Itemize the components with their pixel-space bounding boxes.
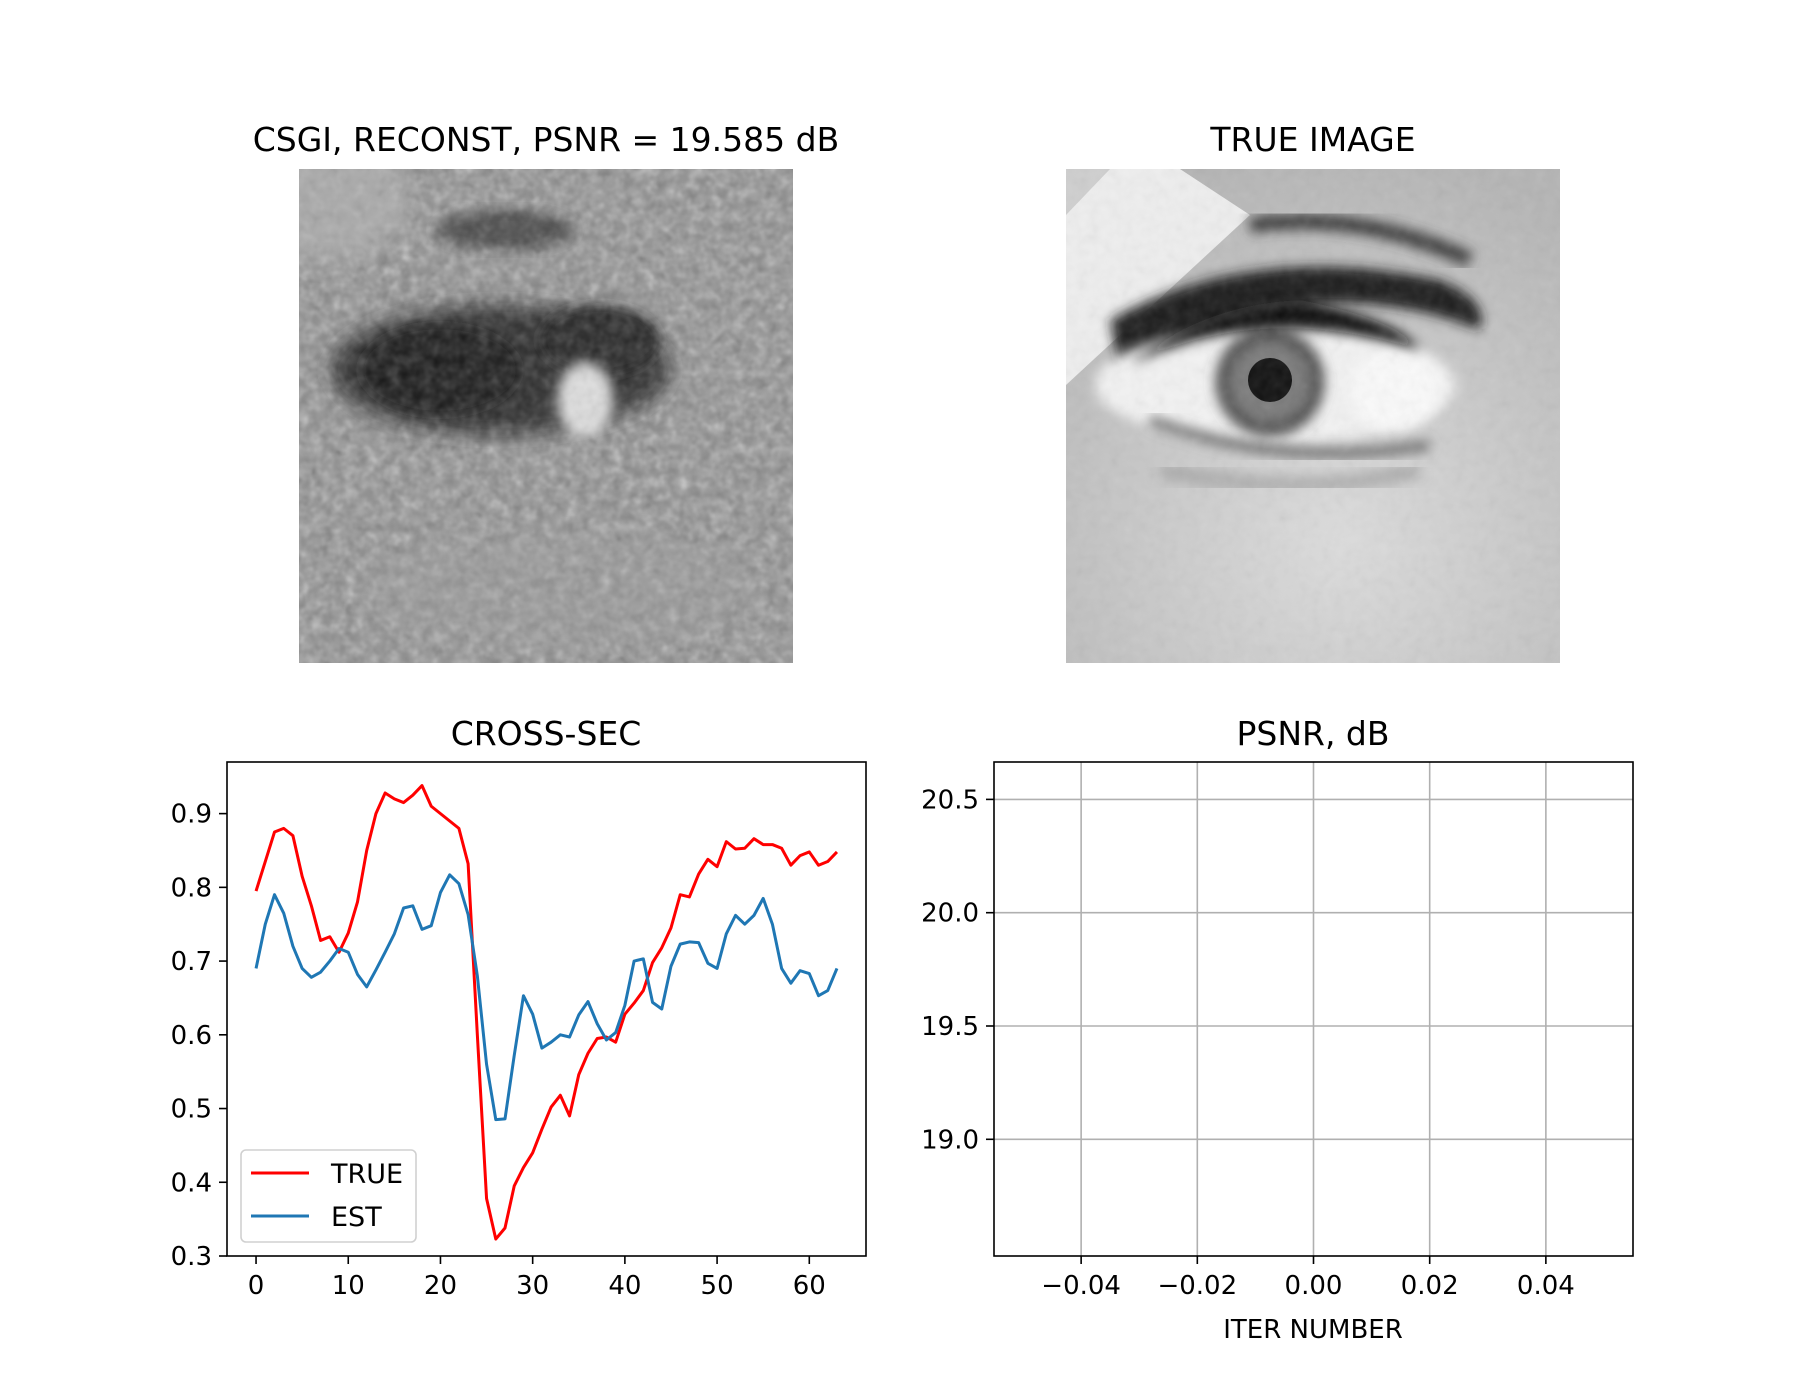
recon-panel-title: CSGI, RECONST, PSNR = 19.585 dB: [253, 120, 839, 159]
x-tick-label: 40: [608, 1271, 641, 1301]
x-tick-label: −0.04: [1041, 1271, 1121, 1301]
y-tick-label: 0.8: [171, 873, 212, 903]
y-tick-label: 19.5: [921, 1012, 979, 1042]
y-tick-label: 0.5: [171, 1095, 212, 1125]
cross-section-legend: TRUE EST: [240, 1149, 417, 1243]
y-tick-label: 0.7: [171, 947, 212, 977]
x-tick-label: 0: [248, 1271, 265, 1301]
x-tick-label: 10: [332, 1271, 365, 1301]
y-tick-label: 19.0: [921, 1125, 979, 1155]
legend-est-label: EST: [331, 1202, 382, 1233]
y-tick-label: 20.0: [921, 899, 979, 929]
y-tick-label: 0.4: [171, 1168, 212, 1198]
reconstruction-image: [299, 169, 793, 663]
psnr-title: PSNR, dB: [1236, 714, 1389, 753]
cross-section-plot-frame: [226, 761, 867, 1257]
x-tick-label: −0.02: [1157, 1271, 1237, 1301]
psnr-chart: −0.04 −0.02 0.00 0.02 0.04 19.019.520.020.5 …: [921, 761, 1634, 1345]
x-tick-label: 50: [701, 1271, 734, 1301]
x-tick-label: 0.02: [1401, 1271, 1459, 1301]
series-line-est: [254, 873, 839, 1122]
x-tick-label: 0.00: [1285, 1271, 1343, 1301]
x-tick-label: 20: [424, 1271, 457, 1301]
true-image-panel-title: TRUE IMAGE: [1209, 120, 1415, 159]
psnr-x-axis-label: ITER NUMBER: [1223, 1315, 1403, 1345]
y-tick-label: 0.9: [171, 800, 212, 830]
true-image: [1066, 169, 1560, 663]
y-tick-label: 20.5: [921, 785, 979, 815]
y-tick-label: 0.6: [171, 1021, 212, 1051]
x-tick-label: 30: [516, 1271, 549, 1301]
x-tick-label: 0.04: [1517, 1271, 1575, 1301]
y-tick-label: 0.3: [171, 1242, 212, 1272]
series-line-true: [254, 784, 839, 1241]
x-tick-label: 60: [793, 1271, 826, 1301]
cross-section-chart: 0 10 20 30 40 50 60 0.3 0.4 0.5 0.6 0.7 0.8 0.9 TRUE…: [171, 761, 867, 1301]
cross-section-title: CROSS-SEC: [451, 714, 642, 753]
legend-true-label: TRUE: [330, 1159, 403, 1190]
